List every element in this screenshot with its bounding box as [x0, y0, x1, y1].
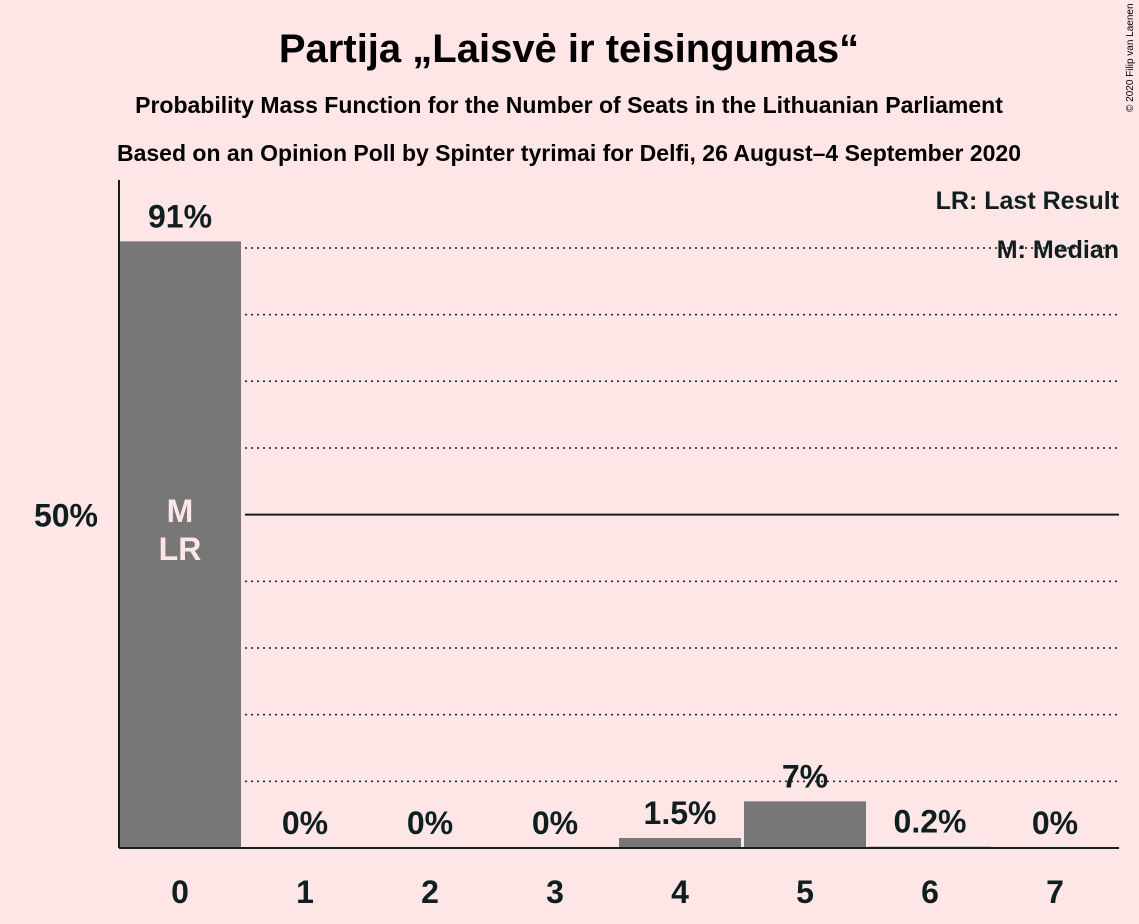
legend: LR: Last Result M: Median	[936, 187, 1120, 264]
value-label-7: 0%	[1032, 805, 1078, 841]
x-tick-label-4: 4	[671, 874, 689, 910]
value-label-0: 91%	[148, 198, 212, 234]
x-tick-label-1: 1	[296, 874, 314, 910]
chart-title: Partija „Laisvė ir teisingumas“	[279, 27, 859, 71]
x-tick-label-0: 0	[171, 874, 189, 910]
value-label-3: 0%	[532, 805, 578, 841]
value-label-2: 0%	[407, 805, 453, 841]
bar-0	[119, 241, 241, 849]
x-tick-label-2: 2	[421, 874, 439, 910]
value-label-5: 7%	[782, 758, 828, 794]
x-tick-label-6: 6	[921, 874, 939, 910]
bar-annotation-lr: LR	[159, 531, 202, 567]
legend-entry-1: M: Median	[997, 236, 1119, 264]
chart-subtitle: Probability Mass Function for the Number…	[135, 92, 1003, 118]
bar-annotation-m: M	[167, 493, 194, 529]
gridlines	[245, 247, 1119, 783]
bar-5	[744, 801, 866, 848]
bar-4	[619, 837, 741, 848]
x-tick-label-7: 7	[1046, 874, 1064, 910]
y-tick-label: 50%	[34, 498, 98, 534]
data-labels: 91% 0% 0% 0% 1.5% 7% 0.2% 0%	[148, 198, 1078, 841]
x-tick-label-5: 5	[796, 874, 814, 910]
x-axis-ticks: 0 1 2 3 4 5 6 7	[171, 874, 1064, 910]
chart-subtitle-poll: Based on an Opinion Poll by Spinter tyri…	[117, 140, 1021, 166]
value-label-4: 1.5%	[644, 795, 717, 831]
y-axis-ticks: 50%	[34, 498, 1119, 534]
legend-entry-0: LR: Last Result	[936, 187, 1120, 215]
value-label-1: 0%	[282, 805, 328, 841]
bars: MLR	[119, 241, 991, 849]
copyright-note: © 2020 Filip van Laenen	[1125, 3, 1136, 112]
x-tick-label-3: 3	[546, 874, 564, 910]
value-label-6: 0.2%	[894, 804, 967, 840]
